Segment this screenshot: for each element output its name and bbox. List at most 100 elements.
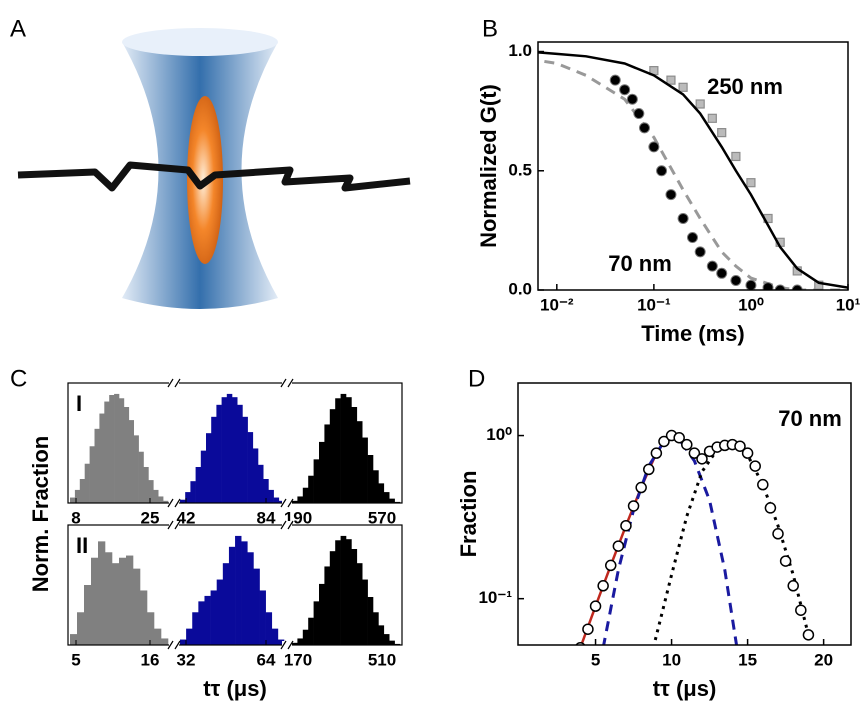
histogram-bar: [163, 500, 169, 503]
histogram-bar: [271, 628, 279, 645]
histogram-bar: [258, 464, 264, 503]
histogram-bar: [259, 590, 266, 645]
point: [658, 435, 670, 448]
axis-break: [282, 521, 292, 529]
point: [694, 246, 706, 258]
histogram-bar: [123, 407, 130, 503]
row-label: II: [76, 533, 88, 558]
histogram-bar: [180, 499, 186, 503]
histogram-bar: [389, 640, 395, 645]
x-tick-label: 5: [591, 650, 600, 669]
histogram-bar: [198, 601, 205, 645]
panel-label: D: [468, 365, 485, 392]
x-tick-label: 170: [284, 650, 312, 669]
point: [681, 438, 693, 451]
point: [656, 165, 668, 177]
histogram-bar: [221, 397, 228, 503]
histogram-bar: [148, 480, 154, 503]
histogram-bar: [138, 451, 144, 503]
histogram-bar: [247, 432, 254, 503]
histogram-bar: [84, 585, 92, 645]
histogram-bar: [367, 455, 374, 503]
histogram-bar: [277, 639, 285, 645]
histogram-bar: [235, 535, 242, 645]
axis-break: [169, 499, 179, 507]
fit-line: [538, 51, 848, 289]
histogram-bar: [161, 638, 169, 645]
histogram-bar: [308, 617, 314, 645]
histogram-bar: [302, 487, 309, 503]
point: [597, 580, 609, 592]
panel-label: A: [10, 15, 26, 42]
x-tick-label: 10⁻²: [540, 295, 574, 314]
histogram-bar: [153, 489, 159, 503]
point: [802, 629, 815, 641]
histogram-bar: [105, 552, 113, 645]
axis-break: [169, 379, 179, 387]
histogram-bar: [378, 483, 385, 503]
annotation: 70 nm: [608, 251, 672, 276]
histogram-bar: [373, 470, 379, 503]
histogram-bar: [253, 568, 260, 645]
histogram-bar: [112, 563, 120, 645]
x-tick-label: 510: [368, 650, 396, 669]
point: [626, 93, 638, 105]
x-tick-label: 10: [662, 650, 681, 669]
axis-break: [167, 498, 181, 508]
axis-break: [282, 379, 292, 387]
point: [673, 431, 685, 444]
histogram-bar: [119, 557, 127, 645]
histogram-bar: [204, 595, 211, 645]
plot: 5 10 15 20 10⁻¹ 10⁰ tτ (μs) Fraction 70 nm: [456, 382, 852, 701]
y-tick-label: 10⁻¹: [478, 588, 512, 607]
histogram-bar: [79, 479, 85, 503]
histogram-bar: [252, 448, 259, 503]
histogram-bar: [200, 450, 207, 503]
annotation: 70 nm: [778, 406, 842, 431]
histogram-bar: [119, 398, 125, 503]
point: [688, 447, 701, 459]
histogram-bar: [351, 407, 358, 503]
histogram-bar: [247, 552, 254, 645]
histogram-bar: [128, 420, 134, 503]
histogram-bar: [335, 540, 341, 645]
histogram-bar: [185, 492, 191, 503]
x-axis-label: tτ (μs): [203, 676, 267, 701]
point: [666, 75, 676, 85]
point: [764, 502, 777, 514]
point: [746, 178, 756, 188]
histogram-bar: [362, 437, 368, 503]
histogram-bar: [70, 497, 76, 503]
y-axis-label: Norm. Fraction: [28, 436, 53, 592]
histogram-bar: [389, 498, 395, 503]
point: [731, 151, 741, 162]
histogram-bar: [346, 539, 352, 645]
x-tick-label: 42: [177, 508, 196, 527]
histogram-bar: [313, 459, 320, 503]
x-tick-label: 15: [738, 650, 757, 669]
x-tick-label: 5: [71, 650, 80, 669]
point: [605, 559, 617, 572]
point: [620, 519, 632, 532]
point: [814, 280, 824, 290]
x-tick-label: 16: [141, 650, 160, 669]
histogram-bar: [356, 421, 363, 503]
fit-line: [538, 58, 848, 290]
histogram-bar: [77, 612, 85, 645]
x-tick-label: 25: [141, 508, 160, 527]
point: [716, 267, 728, 279]
point: [612, 540, 625, 552]
point: [638, 122, 650, 134]
histogram-bar: [292, 500, 298, 503]
histogram-bar: [356, 563, 363, 645]
histogram-bar: [265, 612, 273, 645]
x-tick-label: 64: [257, 650, 276, 669]
histogram-bar: [268, 489, 274, 503]
histogram-bar: [383, 492, 390, 503]
histogram-bar: [302, 629, 309, 645]
histogram-bar: [228, 546, 236, 645]
point: [582, 623, 594, 635]
point: [795, 604, 807, 616]
histogram-bar: [242, 416, 248, 503]
